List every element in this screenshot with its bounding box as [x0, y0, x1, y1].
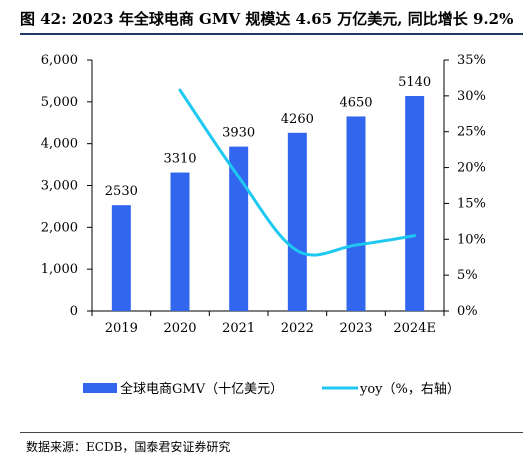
left-tick-label: 2,000: [41, 220, 78, 235]
legend-label-yoy: yoy（%，右轴）: [359, 382, 460, 397]
bar-data-label: 4650: [339, 95, 372, 110]
yoy-line: [178, 88, 417, 257]
bar-data-label: 3310: [163, 152, 196, 167]
bar-data-label: 2530: [105, 184, 138, 199]
bar-data-label: 5140: [398, 75, 431, 90]
footer-rule: [20, 432, 523, 433]
bar: [287, 132, 307, 311]
x-tick-label: 2019: [105, 321, 138, 336]
bar: [405, 95, 425, 311]
left-tick-label: 4,000: [41, 137, 78, 152]
chart-area: 0 1,000 2,000 3,000 4,000 5,000 6,000 0% 5% 10% 15…: [41, 53, 486, 397]
right-tick-label: 30%: [457, 89, 486, 104]
left-tick-label: 1,000: [41, 262, 78, 277]
right-tick-label: 15%: [457, 196, 486, 211]
left-tick-label: 6,000: [41, 53, 78, 68]
left-tick-label: 5,000: [41, 95, 78, 110]
x-tick-label: 2021: [222, 321, 255, 336]
left-tick-label: 3,000: [41, 179, 78, 194]
x-tick-label: 2022: [281, 321, 314, 336]
right-tick-label: 25%: [457, 125, 486, 140]
right-tick-label: 20%: [457, 161, 486, 176]
bar-data-label: 3930: [222, 126, 255, 141]
chart-title: 图 42: 2023 年全球电商 GMV 规模达 4.65 万亿美元, 同比增长…: [20, 10, 514, 28]
bar: [170, 172, 190, 311]
bar: [346, 116, 366, 311]
bar-data-label: 4260: [281, 112, 314, 127]
right-tick-label: 0%: [457, 304, 478, 319]
bar: [229, 146, 249, 311]
x-tick-label: 2023: [339, 321, 372, 336]
right-tick-label: 10%: [457, 232, 486, 247]
legend-label-gmv: 全球电商GMV（十亿美元）: [120, 381, 283, 397]
right-tick-label: 35%: [457, 53, 486, 68]
x-tick-label: 2024E: [393, 321, 436, 336]
source-note: 数据来源：ECDB，国泰君安证券研究: [26, 440, 231, 454]
x-tick-label: 2020: [163, 321, 196, 336]
title-rule: [20, 33, 523, 35]
right-tick-label: 5%: [457, 268, 478, 283]
legend-swatch-gmv: [83, 383, 117, 393]
bar: [111, 205, 131, 311]
left-tick-label: 0: [70, 304, 78, 319]
